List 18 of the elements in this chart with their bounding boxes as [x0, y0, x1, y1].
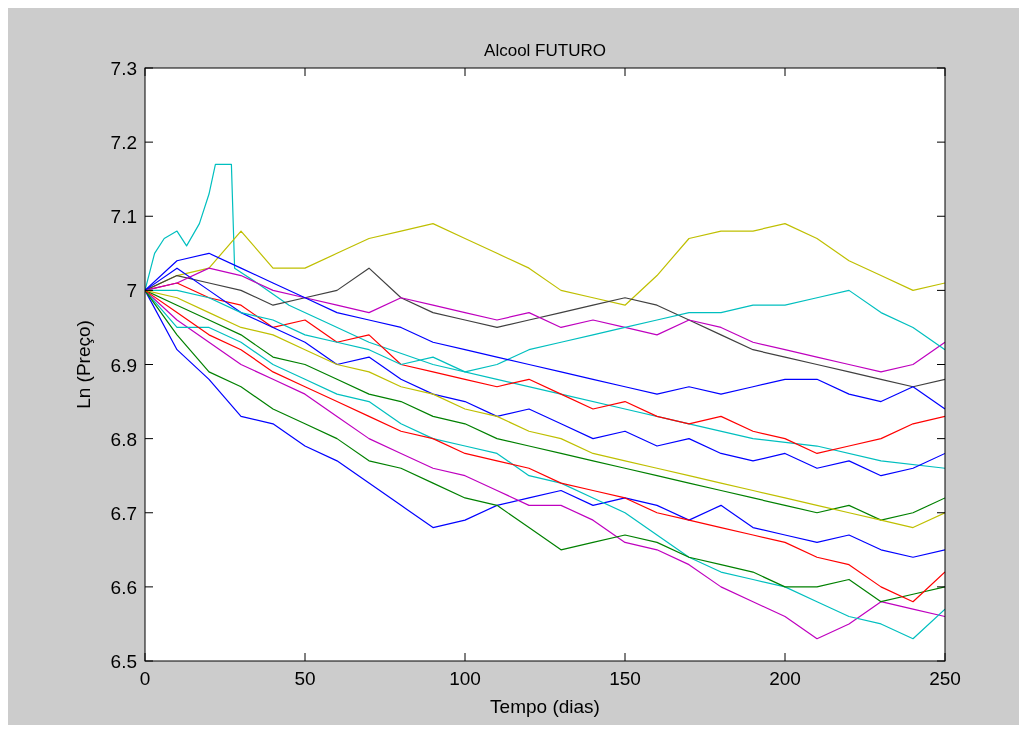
x-tick-label: 150: [609, 668, 641, 689]
x-tick-label: 100: [449, 668, 481, 689]
y-tick-label: 6.7: [110, 502, 137, 524]
y-axis-title: Ln (Preço): [73, 320, 94, 409]
x-tick-label: 50: [294, 668, 316, 689]
x-tick-label: 200: [769, 668, 801, 689]
y-tick-label: 7.3: [110, 58, 137, 79]
y-tick-label: 7.2: [110, 132, 137, 154]
y-tick-label: 6.8: [110, 428, 137, 450]
y-tick-label: 6.6: [110, 576, 137, 598]
x-axis-title: Tempo (dias): [490, 696, 600, 717]
chart-title: Alcool FUTURO: [484, 41, 606, 60]
y-tick-label: 7: [126, 280, 137, 302]
y-tick-label: 7.1: [110, 206, 137, 228]
y-tick-label: 6.9: [110, 354, 137, 376]
x-tick-label: 250: [929, 668, 961, 689]
x-tick-label: 0: [139, 668, 151, 689]
y-tick-label: 6.5: [110, 651, 137, 672]
